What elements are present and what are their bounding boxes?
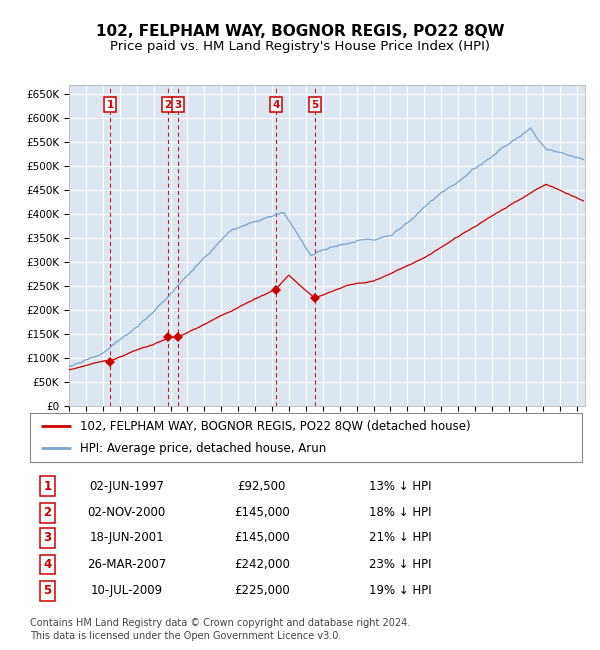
Text: 19% ↓ HPI: 19% ↓ HPI [368,584,431,597]
Text: 1: 1 [106,99,113,110]
Text: 13% ↓ HPI: 13% ↓ HPI [368,480,431,493]
Text: 4: 4 [44,558,52,571]
Text: HPI: Average price, detached house, Arun: HPI: Average price, detached house, Arun [80,442,326,455]
Text: £145,000: £145,000 [234,506,290,519]
Text: 23% ↓ HPI: 23% ↓ HPI [368,558,431,571]
Text: £145,000: £145,000 [234,532,290,544]
Text: 3: 3 [44,532,52,544]
Text: 5: 5 [311,99,318,110]
Text: £225,000: £225,000 [234,584,290,597]
Text: 26-MAR-2007: 26-MAR-2007 [87,558,166,571]
Text: 1: 1 [44,480,52,493]
Text: 21% ↓ HPI: 21% ↓ HPI [368,532,431,544]
Text: 3: 3 [175,99,182,110]
Text: Contains HM Land Registry data © Crown copyright and database right 2024.: Contains HM Land Registry data © Crown c… [30,618,410,628]
Text: 2: 2 [164,99,172,110]
Text: 02-NOV-2000: 02-NOV-2000 [88,506,166,519]
Text: 5: 5 [44,584,52,597]
Text: 102, FELPHAM WAY, BOGNOR REGIS, PO22 8QW (detached house): 102, FELPHAM WAY, BOGNOR REGIS, PO22 8QW… [80,419,470,432]
Text: 18-JUN-2001: 18-JUN-2001 [89,532,164,544]
Text: This data is licensed under the Open Government Licence v3.0.: This data is licensed under the Open Gov… [30,630,341,641]
Text: 18% ↓ HPI: 18% ↓ HPI [368,506,431,519]
Text: 4: 4 [272,99,280,110]
Text: Price paid vs. HM Land Registry's House Price Index (HPI): Price paid vs. HM Land Registry's House … [110,40,490,53]
Text: £242,000: £242,000 [234,558,290,571]
Text: 10-JUL-2009: 10-JUL-2009 [91,584,163,597]
Text: 102, FELPHAM WAY, BOGNOR REGIS, PO22 8QW: 102, FELPHAM WAY, BOGNOR REGIS, PO22 8QW [96,23,504,39]
Text: 2: 2 [44,506,52,519]
Text: £92,500: £92,500 [238,480,286,493]
Text: 02-JUN-1997: 02-JUN-1997 [89,480,164,493]
